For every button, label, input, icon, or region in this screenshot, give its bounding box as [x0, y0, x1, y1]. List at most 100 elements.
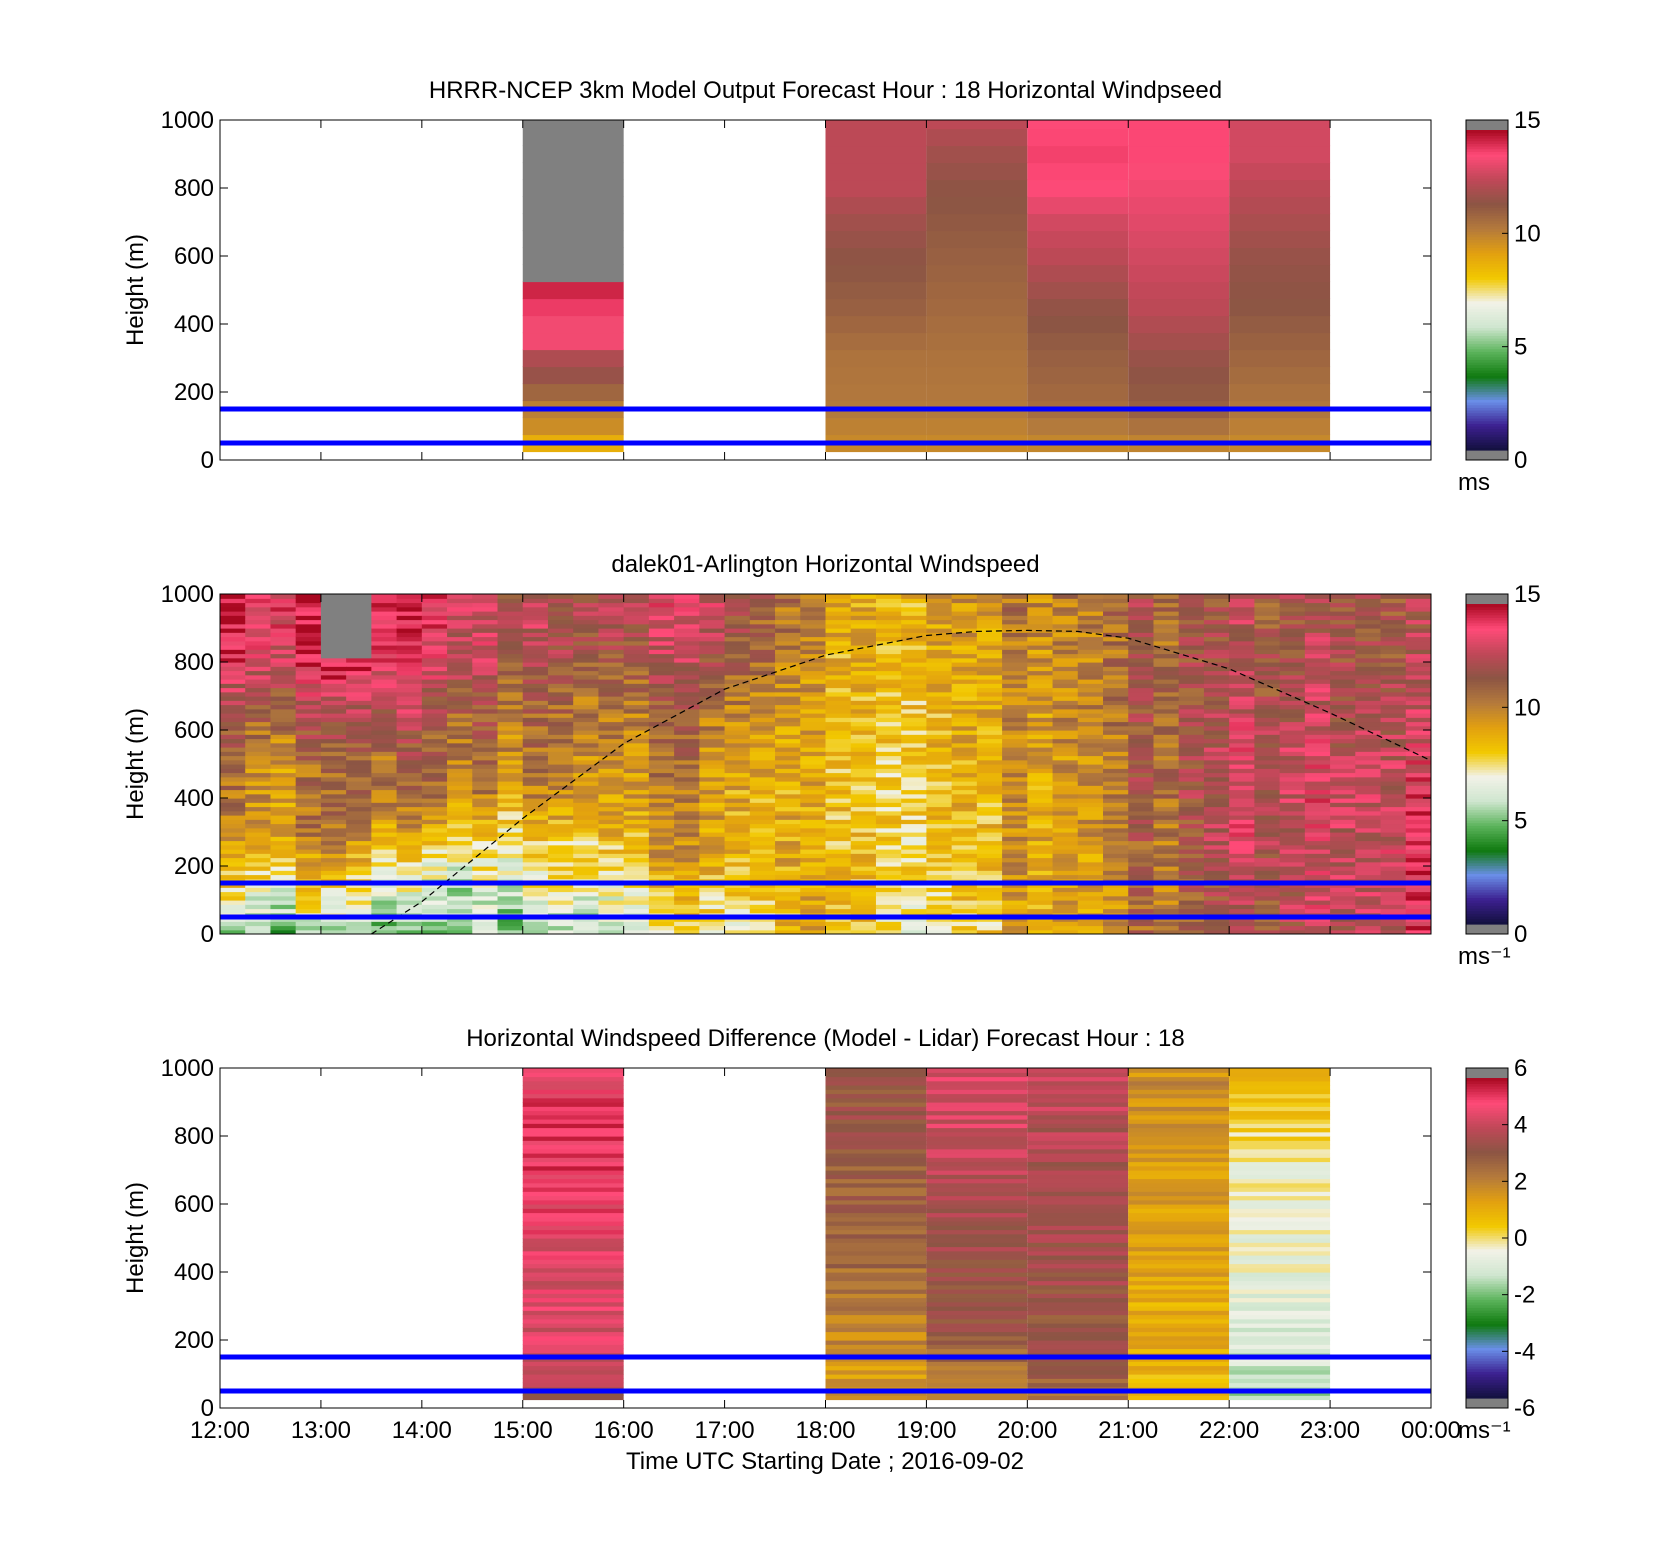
- heatmap-cell: [1027, 819, 1053, 825]
- heatmap-cell: [1203, 891, 1230, 897]
- heatmap-cell: [1405, 870, 1431, 876]
- heatmap-cell: [1128, 619, 1154, 625]
- heatmap-cell: [371, 798, 398, 803]
- heatmap-cell: [522, 1306, 624, 1311]
- colorbar-swatch: [1466, 1096, 1508, 1100]
- heatmap-cell: [1405, 819, 1431, 825]
- heatmap-cell: [926, 730, 953, 735]
- heatmap-cell: [396, 636, 423, 642]
- heatmap-cell: [295, 857, 322, 863]
- heatmap-cell: [245, 670, 271, 676]
- heatmap-cell: [497, 619, 524, 625]
- heatmap-cell: [1355, 827, 1381, 833]
- heatmap-cell: [270, 900, 297, 905]
- heatmap-cell: [926, 640, 953, 646]
- heatmap-cell: [547, 691, 574, 697]
- heatmap-cell: [547, 606, 574, 612]
- heatmap-cell: [396, 721, 423, 727]
- heatmap-cell: [1254, 908, 1281, 914]
- heatmap-cell: [1178, 679, 1205, 684]
- heatmap-cell: [1128, 1314, 1230, 1320]
- heatmap-cell: [1027, 1161, 1129, 1167]
- heatmap-cell: [648, 764, 675, 769]
- heatmap-cell: [1254, 874, 1281, 880]
- heatmap-cell: [825, 751, 852, 757]
- heatmap-cell: [926, 717, 953, 723]
- heatmap-cell: [522, 1106, 624, 1112]
- heatmap-cell: [775, 645, 801, 650]
- heatmap-cell: [901, 730, 927, 735]
- heatmap-cell: [951, 849, 978, 854]
- heatmap-cell: [1002, 823, 1028, 829]
- heatmap-cell: [1229, 1170, 1331, 1175]
- heatmap-cell: [623, 666, 650, 672]
- heatmap-cell: [825, 798, 852, 803]
- heatmap-cell: [775, 815, 801, 820]
- heatmap-cell: [220, 636, 246, 642]
- heatmap-cell: [825, 785, 852, 791]
- heatmap-cell: [1203, 721, 1230, 727]
- heatmap-cell: [1002, 853, 1028, 859]
- heatmap-cell: [295, 606, 322, 612]
- heatmap-cell: [522, 1331, 624, 1337]
- heatmap-cell: [1279, 670, 1306, 676]
- heatmap-cell: [1153, 615, 1180, 621]
- heatmap-cell: [1052, 700, 1079, 706]
- heatmap-cell: [396, 802, 423, 808]
- heatmap-cell: [1077, 594, 1104, 599]
- heatmap-cell: [295, 683, 322, 689]
- heatmap-cell: [926, 764, 953, 769]
- heatmap-cell: [421, 768, 448, 774]
- heatmap-cell: [447, 802, 473, 808]
- heatmap-cell: [926, 819, 953, 825]
- heatmap-cell: [1153, 619, 1180, 625]
- heatmap-cell: [825, 929, 852, 934]
- heatmap-cell: [220, 874, 246, 880]
- heatmap-cell: [1027, 1267, 1129, 1273]
- heatmap-cell: [472, 640, 498, 646]
- heatmap-cell: [1405, 594, 1431, 599]
- heatmap-cell: [800, 810, 826, 816]
- heatmap-cell: [926, 1284, 1028, 1290]
- colorbar-swatch: [1466, 908, 1508, 912]
- heatmap-cell: [1355, 640, 1381, 646]
- heatmap-cell: [1355, 887, 1381, 893]
- heatmap-cell: [926, 1127, 1028, 1133]
- heatmap-cell: [598, 691, 625, 697]
- heatmap-cell: [1027, 793, 1053, 799]
- heatmap-cell: [346, 781, 372, 786]
- heatmap-cell: [573, 717, 599, 723]
- heatmap-cell: [749, 861, 776, 867]
- heatmap-cell: [270, 832, 297, 837]
- heatmap-cell: [976, 704, 1003, 710]
- heatmap-cell: [598, 602, 625, 608]
- heatmap-cell: [1027, 1153, 1129, 1158]
- heatmap-cell: [447, 713, 473, 718]
- heatmap-cell: [1229, 636, 1255, 642]
- heatmap-cell: [926, 230, 1028, 249]
- heatmap-cell: [825, 1259, 927, 1265]
- heatmap-cell: [245, 708, 271, 714]
- heatmap-cell: [926, 1272, 1028, 1277]
- heatmap-cell: [1077, 904, 1104, 910]
- heatmap-cell: [875, 738, 902, 744]
- heatmap-cell: [270, 623, 297, 629]
- heatmap-cell: [220, 793, 246, 799]
- heatmap-cell: [598, 772, 625, 778]
- heatmap-cell: [1229, 806, 1255, 812]
- colorbar-swatch: [1466, 1342, 1508, 1346]
- heatmap-cell: [926, 653, 953, 659]
- heatmap-cell: [522, 730, 549, 735]
- heatmap-cell: [699, 619, 725, 625]
- heatmap-cell: [1229, 1165, 1331, 1171]
- heatmap-cell: [396, 836, 423, 842]
- heatmap-cell: [976, 708, 1003, 714]
- heatmap-cell: [472, 900, 498, 905]
- heatmap-cell: [926, 1165, 1028, 1171]
- heatmap-cell: [1077, 619, 1104, 625]
- heatmap-cell: [1002, 895, 1028, 901]
- heatmap-cell: [522, 691, 549, 697]
- heatmap-cell: [749, 891, 776, 897]
- heatmap-cell: [1279, 674, 1306, 680]
- heatmap-cell: [522, 832, 549, 837]
